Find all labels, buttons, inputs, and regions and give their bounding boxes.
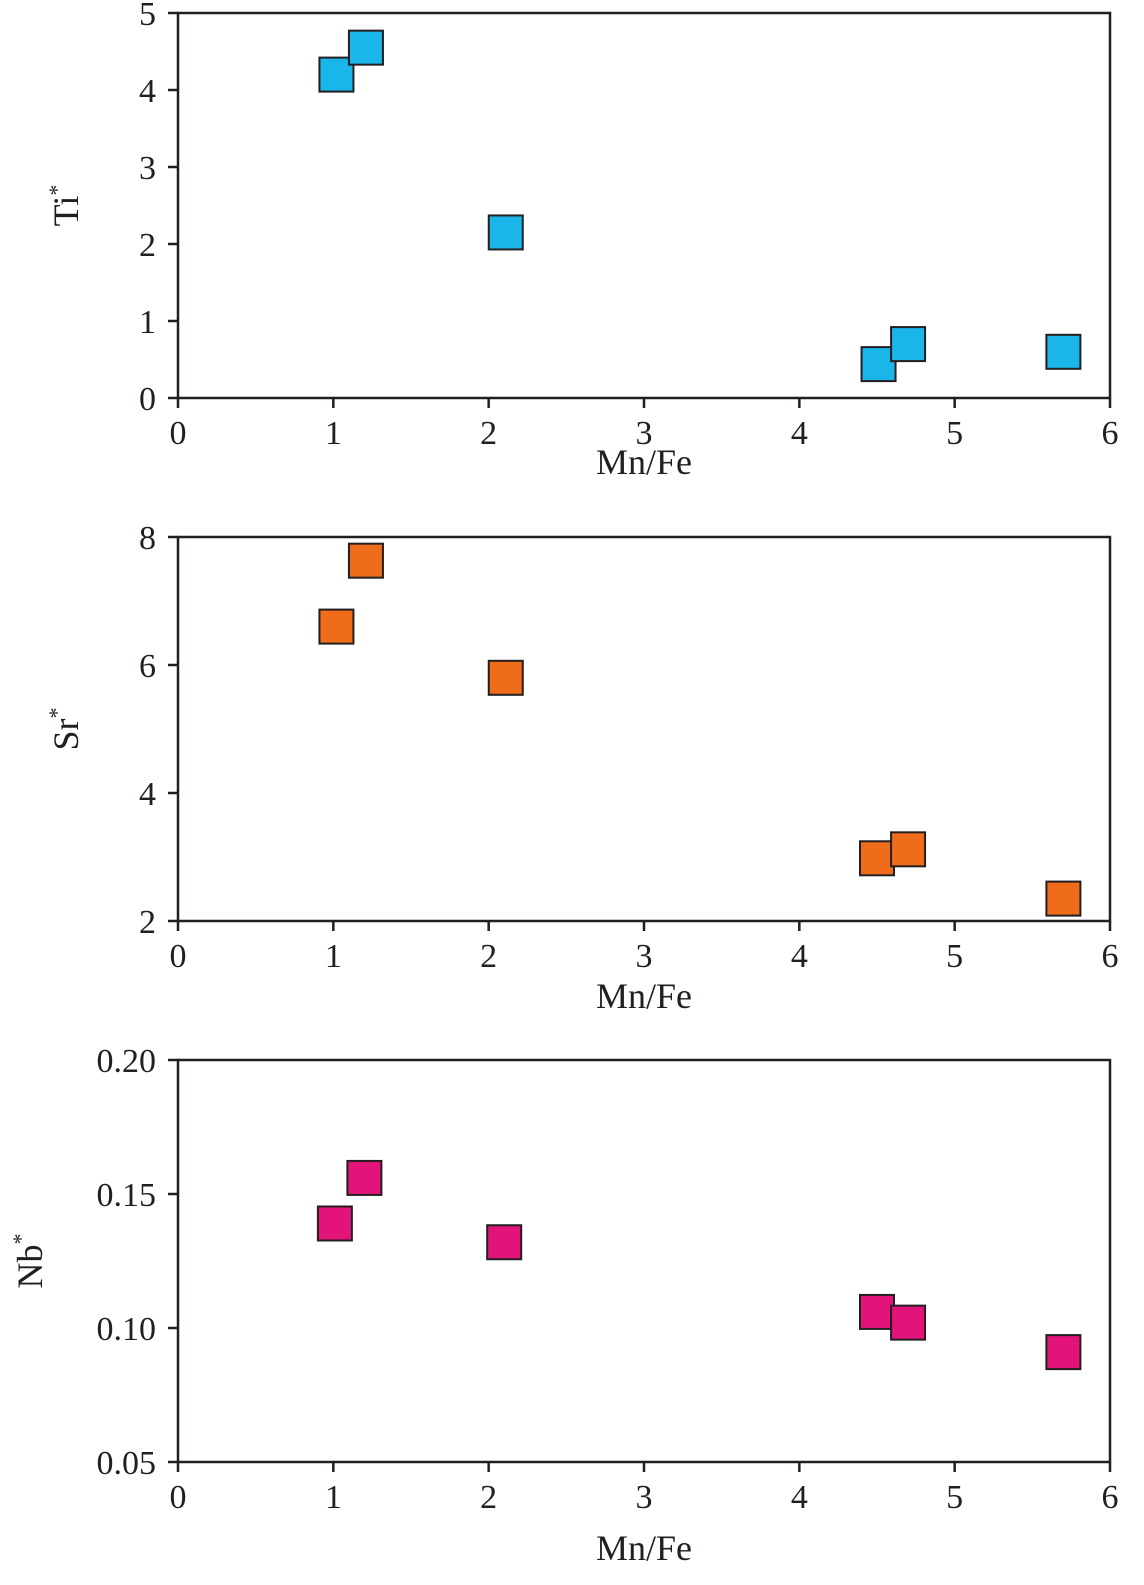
y-axis-title-superscript: * (8, 1234, 33, 1245)
chart-panel-1: 0 1 2 3 4 5 6 0 1 2 3 4 5 Mn/Fe Ti* (44, 0, 1119, 482)
y-tick-label: 0.15 (97, 1177, 157, 1214)
data-point (486, 1224, 523, 1261)
x-tick-label: 4 (791, 1479, 808, 1516)
y-tick-label: 6 (139, 648, 156, 685)
data-point (347, 29, 384, 66)
x-tick-label: 1 (325, 415, 342, 452)
x-tick-label: 3 (636, 938, 653, 975)
data-point (859, 840, 895, 877)
y-tick-label: 4 (139, 776, 156, 813)
x-tick-label: 6 (1102, 938, 1119, 975)
y-tick-label: 5 (139, 0, 156, 33)
x-axis-title: Mn/Fe (596, 442, 692, 482)
plot-frame (176, 11, 1112, 400)
data-point (890, 1304, 927, 1341)
svg-text:Ti*: Ti* (44, 185, 86, 227)
data-point (1045, 880, 1082, 917)
x-tick-label: 3 (636, 1479, 653, 1516)
y-tick-label: 0.10 (97, 1311, 157, 1348)
y-axis-title-text: Nb (10, 1245, 50, 1289)
y-axis-title-superscript: * (44, 707, 69, 718)
plot-frame (176, 535, 1112, 923)
x-tick-label: 0 (170, 415, 187, 452)
x-tick-label: 2 (480, 938, 497, 975)
x-tick-label: 1 (325, 938, 342, 975)
x-tick-label: 5 (946, 938, 963, 975)
x-tick-label: 6 (1102, 415, 1119, 452)
chart-panel-2: 0 1 2 3 4 5 6 2 4 6 8 Mn/Fe Sr* (44, 520, 1119, 1016)
y-tick-label: 3 (139, 150, 156, 187)
y-tick-label: 8 (139, 520, 156, 557)
data-point (1045, 1334, 1082, 1371)
x-axis-title: Mn/Fe (596, 976, 692, 1016)
y-axis-title-superscript: * (44, 185, 69, 196)
plot-frame (176, 1058, 1112, 1464)
data-point (346, 1159, 383, 1196)
data-point (318, 608, 355, 645)
x-tick-label: 5 (946, 415, 963, 452)
x-tick-label: 2 (480, 1479, 497, 1516)
data-point (347, 542, 384, 579)
y-tick-label: 1 (139, 304, 156, 341)
data-point (487, 659, 524, 696)
y-axis-title: Ti* (44, 185, 86, 227)
x-tick-label: 1 (325, 1479, 342, 1516)
x-tick-label: 4 (791, 938, 808, 975)
y-tick-label: 0.05 (97, 1445, 157, 1482)
y-axis-title-text: Sr (46, 718, 86, 750)
y-tick-label: 2 (139, 227, 156, 264)
data-point (487, 214, 524, 251)
data-point (1045, 333, 1082, 370)
y-axis-title-text: Ti (46, 196, 86, 227)
x-tick-label: 6 (1102, 1479, 1119, 1516)
x-tick-label: 2 (480, 415, 497, 452)
y-axis-title: Sr* (44, 707, 86, 750)
y-tick-label: 4 (139, 73, 156, 110)
data-point (860, 346, 897, 383)
x-tick-label: 4 (791, 415, 808, 452)
data-point (890, 326, 927, 363)
y-axis-title: Nb* (8, 1234, 50, 1289)
y-tick-label: 0.20 (97, 1043, 157, 1080)
x-tick-label: 5 (946, 1479, 963, 1516)
data-point (318, 56, 355, 93)
x-tick-label: 0 (170, 938, 187, 975)
data-point (316, 1205, 353, 1242)
y-tick-label: 2 (139, 904, 156, 941)
x-tick-label: 0 (170, 1479, 187, 1516)
svg-text:Sr*: Sr* (44, 707, 86, 750)
chart-panel-3: 0 1 2 3 4 5 6 0.05 0.10 0.15 0.20 Mn/Fe Nb* (8, 1043, 1119, 1568)
data-point (890, 831, 927, 868)
x-axis-title: Mn/Fe (596, 1528, 692, 1568)
x-tick-label: 3 (636, 415, 653, 452)
y-tick-label: 0 (139, 381, 156, 418)
data-point (859, 1293, 895, 1330)
svg-text:Nb*: Nb* (8, 1234, 50, 1289)
